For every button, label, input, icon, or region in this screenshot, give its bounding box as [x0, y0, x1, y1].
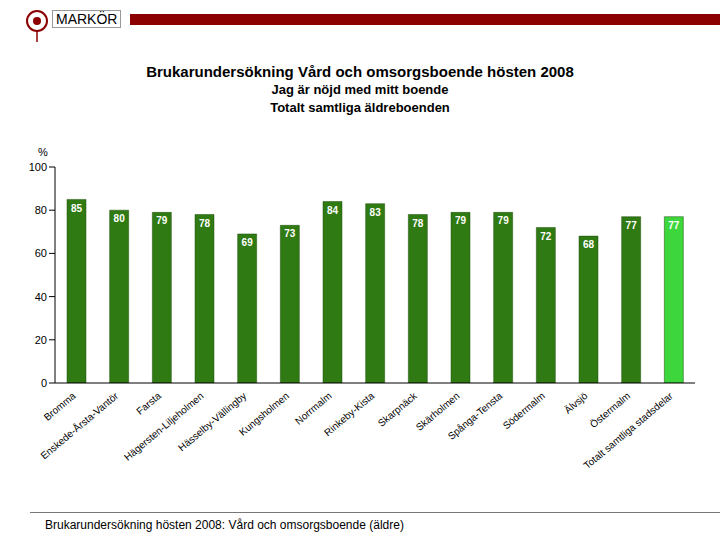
svg-text:Östermalm: Östermalm — [588, 390, 633, 430]
svg-text:80: 80 — [35, 204, 47, 216]
svg-text:79: 79 — [498, 215, 510, 226]
svg-text:Kungsholmen: Kungsholmen — [237, 390, 291, 438]
svg-text:77: 77 — [668, 220, 680, 231]
svg-text:20: 20 — [35, 334, 47, 346]
svg-text:73: 73 — [284, 228, 296, 239]
html-text:Brukarundersökning hösten 2008: Brukarundersökning hösten 2008: Vård och… — [45, 518, 404, 532]
html-text:Jag är nöjd med mitt boende: Jag är nöjd med mitt boende — [271, 82, 449, 97]
svg-text:80: 80 — [114, 213, 126, 224]
svg-text:72: 72 — [540, 231, 552, 242]
svg-text:Farsta: Farsta — [134, 390, 163, 417]
svg-text:Älvsjö: Älvsjö — [562, 390, 590, 416]
svg-text:78: 78 — [199, 218, 211, 229]
svg-text:77: 77 — [626, 220, 638, 231]
svg-text:Skarpnäck: Skarpnäck — [376, 389, 420, 428]
svg-text:Hägersten-Liljeholmen: Hägersten-Liljeholmen — [122, 390, 206, 463]
svg-text:Norrmalm: Norrmalm — [293, 390, 334, 427]
svg-text:83: 83 — [370, 207, 382, 218]
html-text:MARKÖR: MARKÖR — [56, 11, 118, 27]
svg-text:Bromma: Bromma — [42, 390, 78, 423]
svg-text:Hässelby-Vällingby: Hässelby-Vällingby — [176, 390, 248, 453]
svg-text:Skärholmen: Skärholmen — [413, 390, 462, 433]
html-text:Brukarundersökning Vård och om: Brukarundersökning Vård och omsorgsboend… — [146, 63, 574, 80]
svg-text:100: 100 — [29, 161, 47, 173]
svg-text:Södermalm: Södermalm — [501, 390, 547, 431]
svg-text:Rinkeby-Kista: Rinkeby-Kista — [322, 390, 377, 438]
html-text:Totalt samtliga äldreboenden: Totalt samtliga äldreboenden — [270, 100, 450, 115]
svg-text:69: 69 — [242, 237, 254, 248]
svg-text:79: 79 — [156, 215, 168, 226]
svg-text:60: 60 — [35, 247, 47, 259]
svg-text:Totalt samtliga stadsdelar: Totalt samtliga stadsdelar — [581, 390, 675, 471]
svg-text:79: 79 — [455, 215, 467, 226]
svg-text:Enskede-Årsta-Vantör: Enskede-Årsta-Vantör — [38, 389, 121, 461]
svg-text:78: 78 — [412, 218, 424, 229]
svg-text:68: 68 — [583, 239, 595, 250]
svg-text:Spånga-Tensta: Spånga-Tensta — [446, 390, 505, 442]
svg-text:0: 0 — [41, 377, 47, 389]
svg-text:85: 85 — [71, 203, 83, 214]
svg-text:84: 84 — [327, 205, 339, 216]
svg-text:40: 40 — [35, 291, 47, 303]
